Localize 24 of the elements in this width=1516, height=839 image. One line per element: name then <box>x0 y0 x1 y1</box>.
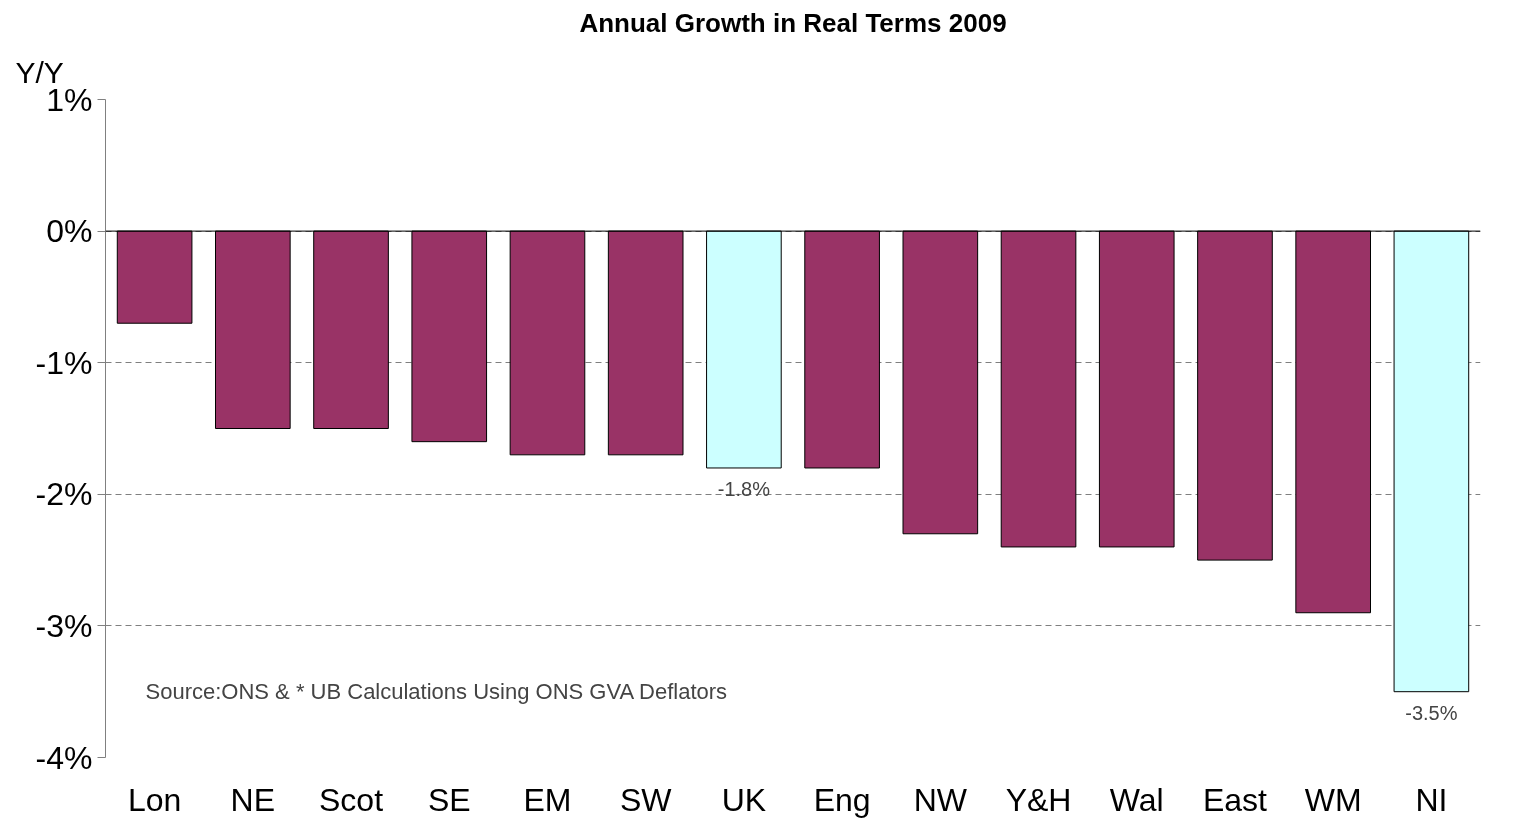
data-label: -3.5% <box>1405 701 1458 724</box>
annotation: Source:ONS & * UB Calculations Using ONS GVA Deflators <box>145 679 728 705</box>
x-tick-label: NI <box>1415 781 1448 818</box>
x-tick-label: UK <box>721 781 767 818</box>
x-tick-label: Wal <box>1109 781 1164 818</box>
y-tick-label: -1% <box>35 344 93 381</box>
x-tick-label: East <box>1202 781 1268 818</box>
y-tick-label: -3% <box>35 607 93 644</box>
x-tick-label: SE <box>427 781 471 818</box>
y-axis-title: Y/Y <box>15 55 64 89</box>
x-tick-label: WM <box>1304 781 1362 818</box>
y-tick-label: -2% <box>35 476 93 513</box>
x-tick-label: NE <box>230 781 276 818</box>
x-tick-label: Lon <box>127 781 182 818</box>
x-tick-label: SW <box>619 781 673 818</box>
y-tick-label: 0% <box>46 213 93 250</box>
data-label: -1.8% <box>717 477 771 500</box>
x-tick-label: Y&H <box>1005 781 1072 818</box>
x-tick-label: NW <box>913 781 968 818</box>
x-tick-label: Eng <box>813 781 871 818</box>
y-tick-label: -4% <box>35 739 93 776</box>
x-tick-label: EM <box>523 781 572 818</box>
chart-title: Annual Growth in Real Terms 2009 <box>579 7 1007 38</box>
x-tick-label: Scot <box>319 781 384 818</box>
